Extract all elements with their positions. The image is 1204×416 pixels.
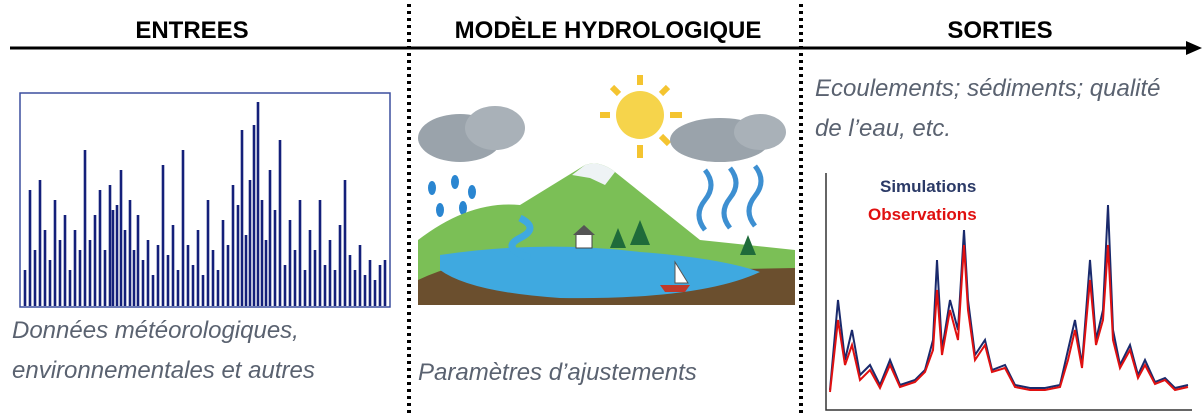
outputs-caption: de l’eau, etc. [815,115,951,142]
header-outputs: SORTIES [947,17,1052,44]
header-inputs: ENTREES [135,17,248,44]
inputs-caption: environnementales et autres [12,357,315,384]
model-caption: Paramètres d’ajustements [418,359,697,386]
outputs-caption: Ecoulements; sédiments; qualité [815,75,1161,102]
arrow-head [1186,41,1202,55]
watershed-illustration [418,75,795,305]
inputs-caption: Données météorologiques, [12,317,299,344]
page: ENTREES MODÈLE HYDROLOGIQUE SORTIES Donn… [0,0,1204,416]
legend-observations: Observations [868,205,977,224]
legend-simulations: Simulations [880,177,976,196]
header-model: MODÈLE HYDROLOGIQUE [455,16,762,44]
diagram: ENTREES MODÈLE HYDROLOGIQUE SORTIES Donn… [0,0,1204,416]
observation-line [830,245,1188,392]
